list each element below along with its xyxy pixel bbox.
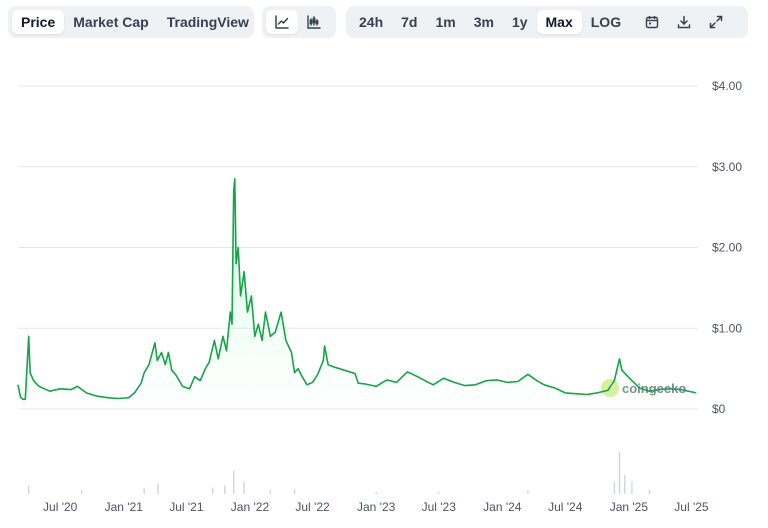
price-area-fill [18, 178, 697, 409]
volume-bar [143, 487, 145, 494]
volume-bar [375, 491, 377, 494]
volume-bar [527, 490, 529, 494]
volume-bar [293, 488, 296, 494]
volume-bar [157, 483, 159, 494]
range-tab-1y[interactable]: 1y [511, 14, 528, 30]
volume-bar [438, 491, 440, 494]
line-chart-icon[interactable] [266, 10, 298, 34]
download-icon[interactable] [668, 10, 700, 34]
x-tick-label: Jul '22 [295, 500, 330, 514]
candlestick-chart-icon[interactable] [298, 10, 330, 34]
range-tab-3m[interactable]: 3m [473, 14, 494, 30]
tab-price[interactable]: Price [12, 10, 65, 34]
y-tick-label: $0 [712, 402, 726, 416]
price-line [17, 178, 697, 401]
chart-toolbar: Price Market Cap TradingView 24h 7d 1m 3m 1y Ma… [8, 6, 760, 40]
x-axis: Jul '20 Jan '21 Jul '21 Jan '22 Jul '22 Jan '… [43, 500, 709, 514]
x-tick-label: Jan '22 [231, 500, 270, 514]
y-tick-label: $3.00 [712, 160, 742, 174]
x-tick-label: Jul '23 [422, 500, 457, 514]
calendar-icon[interactable] [636, 10, 668, 34]
fullscreen-icon[interactable] [700, 10, 732, 34]
range-tab-log[interactable]: LOG [590, 14, 622, 30]
range-tab-group: 24h 7d 1m 3m 1y Max LOG [346, 6, 748, 38]
volume-bar [211, 487, 214, 494]
volume-bar [648, 489, 650, 494]
y-axis: $4.00 $3.00 $2.00 $1.00 $0 [712, 79, 742, 416]
tab-tradingview[interactable]: TradingView [166, 14, 249, 30]
volume-bar [613, 481, 616, 494]
x-tick-label: Jul '21 [169, 500, 204, 514]
volume-bar [624, 475, 626, 494]
tab-market-cap[interactable]: Market Cap [73, 14, 149, 30]
volume-bar [80, 489, 83, 494]
y-tick-label: $4.00 [712, 79, 742, 93]
x-tick-label: Jan '24 [483, 500, 522, 514]
range-tab-1m[interactable]: 1m [435, 14, 456, 30]
volume-bar [224, 485, 226, 494]
metric-tab-group: Price Market Cap TradingView [8, 6, 254, 38]
x-tick-label: Jul '24 [548, 500, 583, 514]
y-tick-label: $1.00 [712, 321, 742, 335]
y-tick-label: $2.00 [712, 241, 742, 255]
volume-bar [28, 485, 30, 494]
volume-bar [269, 489, 272, 494]
x-tick-label: Jan '23 [357, 500, 396, 514]
chart-type-group [262, 6, 336, 38]
volume-bar [618, 452, 621, 494]
volume-bar [243, 481, 245, 494]
chart-grid [18, 85, 698, 410]
x-tick-label: Jul '25 [674, 500, 709, 514]
range-tab-24h[interactable]: 24h [359, 14, 384, 30]
x-tick-label: Jul '20 [43, 500, 78, 514]
volume-bar [631, 481, 633, 494]
volume-bars [28, 452, 650, 494]
range-tab-max[interactable]: Max [536, 10, 582, 34]
x-tick-label: Jan '21 [105, 500, 144, 514]
x-tick-label: Jan '25 [610, 500, 649, 514]
range-tab-7d[interactable]: 7d [401, 14, 418, 30]
volume-bar [233, 470, 235, 494]
